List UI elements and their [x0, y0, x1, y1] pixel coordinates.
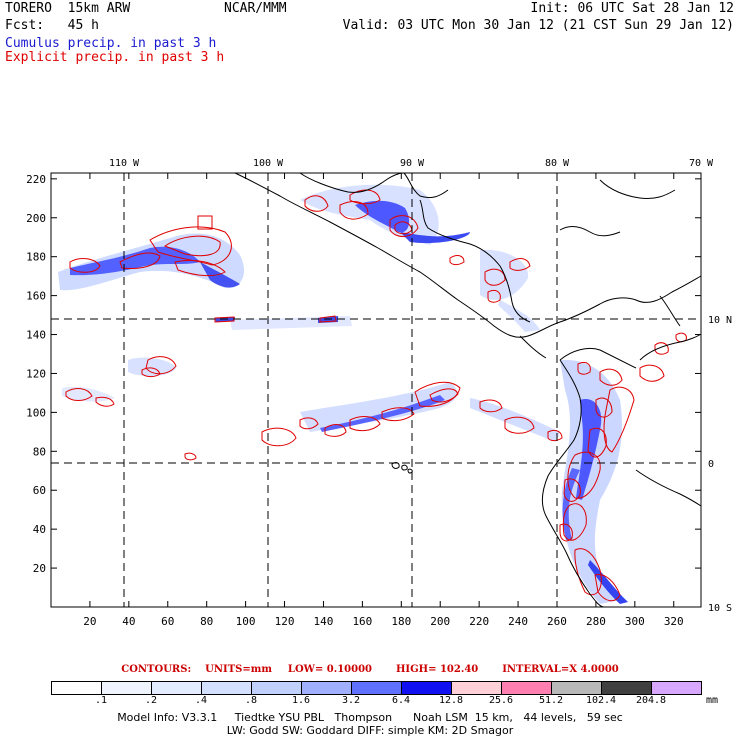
- contour-info: CONTOURS: UNITS=mm LOW= 0.10000 HIGH= 102.4…: [0, 664, 740, 675]
- colorbar-label: 204.8: [635, 695, 667, 706]
- colorbar-label: .2: [144, 695, 158, 706]
- colorbar-swatch: [202, 682, 252, 694]
- x-tick-label: 40: [122, 615, 135, 628]
- x-tick-label: 280: [586, 615, 606, 628]
- forecast-hour: Fcst: 45 h: [5, 18, 99, 33]
- coastlines: [234, 172, 702, 608]
- contour-low: LOW= 0.10000: [287, 664, 372, 675]
- gridlines: [51, 173, 701, 607]
- colorbar-swatch: [52, 682, 102, 694]
- colorbar-label: .1: [94, 695, 108, 706]
- precip-shading: [58, 184, 628, 604]
- x-tick-label: 20: [83, 615, 96, 628]
- colorbar-swatch: [152, 682, 202, 694]
- colorbar-swatch: [252, 682, 302, 694]
- colorbar-swatch: [602, 682, 652, 694]
- colorbar-label: 25.6: [488, 695, 514, 706]
- colorbar-label: 51.2: [538, 695, 564, 706]
- x-tick-label: 260: [547, 615, 567, 628]
- precip-map: 110 W 100 W 90 W 80 W 70 W 10 N 0 10 S 2…: [26, 158, 732, 628]
- model-info-line1: Model Info: V3.3.1 Tiedtke YSU PBL Thomp…: [117, 711, 623, 724]
- y-tick-label: 140: [26, 329, 46, 342]
- x-tick-label: 120: [275, 615, 295, 628]
- colorbar-unit: mm: [706, 695, 719, 706]
- x-tick-label: 240: [508, 615, 528, 628]
- lon-label-90w: 90 W: [400, 158, 425, 169]
- y-tick-label: 220: [26, 173, 46, 186]
- contour-units: UNITS=mm: [205, 664, 272, 675]
- x-tick-label: 160: [352, 615, 372, 628]
- lon-label-70w: 70 W: [689, 158, 714, 169]
- contour-interval: INTERVAL=X 4.0000: [502, 664, 619, 675]
- x-tick-label: 200: [430, 615, 450, 628]
- y-tick-label: 120: [26, 367, 46, 380]
- legend-explicit: Explicit precip. in past 3 h: [5, 50, 225, 65]
- model-run-title: TORERO 15km ARW: [5, 1, 131, 16]
- init-time: Init: 06 UTC Sat 28 Jan 12: [530, 1, 735, 16]
- x-tick-label: 100: [236, 615, 256, 628]
- colorbar-swatch: [302, 682, 352, 694]
- y-tick-label: 80: [33, 445, 46, 458]
- contour-label: CONTOURS:: [121, 664, 192, 675]
- colorbar: [51, 681, 702, 695]
- y-tick-label: 40: [33, 523, 46, 536]
- x-tick-label: 60: [161, 615, 174, 628]
- colorbar-swatch: [652, 682, 701, 694]
- lon-label-110w: 110 W: [109, 158, 140, 169]
- x-tick-label: 300: [625, 615, 645, 628]
- x-tick-label: 140: [314, 615, 334, 628]
- axis-ticks: [51, 173, 701, 607]
- colorbar-swatch: [402, 682, 452, 694]
- lon-label-100w: 100 W: [253, 158, 284, 169]
- colorbar-swatch: [552, 682, 602, 694]
- contour-high: HIGH= 102.40: [395, 664, 479, 675]
- colorbar-label: .8: [244, 695, 258, 706]
- colorbar-label: 3.2: [341, 695, 361, 706]
- lat-label-10n: 10 N: [708, 315, 732, 326]
- colorbar-label: .4: [194, 695, 208, 706]
- explicit-precip-contours: [65, 189, 687, 602]
- colorbar-label: 102.4: [585, 695, 617, 706]
- x-tick-label: 220: [469, 615, 489, 628]
- colorbar-label: 6.4: [391, 695, 411, 706]
- y-tick-label: 180: [26, 251, 46, 264]
- colorbar-labels: .1 .2 .4 .8 1.6 3.2 6.4 12.8 25.6 51.2 102.4 204.8: [51, 695, 701, 707]
- colorbar-label: 12.8: [438, 695, 464, 706]
- colorbar-swatch: [102, 682, 152, 694]
- lon-label-80w: 80 W: [545, 158, 570, 169]
- y-tick-label: 200: [26, 212, 46, 225]
- colorbar-swatch: [502, 682, 552, 694]
- valid-time: Valid: 03 UTC Mon 30 Jan 12 (21 CST Sun …: [342, 18, 734, 33]
- lat-label-10s: 10 S: [708, 603, 732, 614]
- y-tick-label: 100: [26, 406, 46, 419]
- organization-label: NCAR/MMM: [224, 1, 287, 16]
- y-tick-label: 20: [33, 562, 46, 575]
- y-tick-label: 160: [26, 290, 46, 303]
- colorbar-label: 1.6: [291, 695, 311, 706]
- y-tick-label: 60: [33, 484, 46, 497]
- x-tick-label: 320: [664, 615, 684, 628]
- lat-label-0: 0: [708, 459, 714, 470]
- legend-cumulus: Cumulus precip. in past 3 h: [5, 36, 217, 51]
- x-tick-label: 180: [391, 615, 411, 628]
- x-tick-label: 80: [200, 615, 213, 628]
- colorbar-swatch: [352, 682, 402, 694]
- model-info-line2: LW: Godd SW: Goddard DIFF: simple KM: 2D…: [226, 724, 514, 737]
- colorbar-swatch: [452, 682, 502, 694]
